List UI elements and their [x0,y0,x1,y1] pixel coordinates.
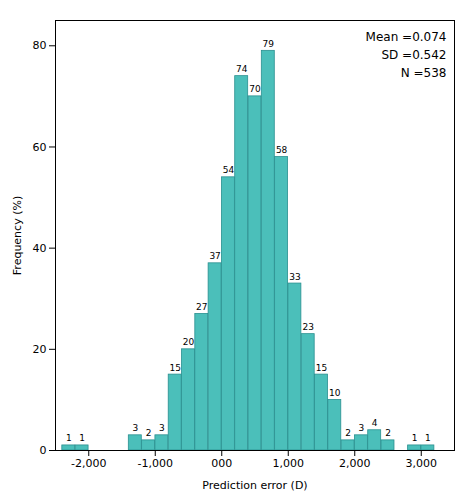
svg-text:40: 40 [33,242,47,255]
svg-text:4: 4 [372,418,378,428]
svg-text:60: 60 [33,140,47,153]
svg-text:27: 27 [196,302,207,312]
svg-text:15: 15 [316,363,327,373]
svg-text:000: 000 [211,457,232,470]
svg-text:3,000: 3,000 [406,457,438,470]
svg-text:Mean =0.074SD =0.542N =538: Mean =0.074SD =0.542N =538 [366,30,447,80]
svg-text:1: 1 [412,433,418,443]
svg-text:20: 20 [183,337,195,347]
svg-text:54: 54 [223,165,235,175]
svg-text:-2,000: -2,000 [71,457,106,470]
svg-text:0: 0 [40,444,47,457]
svg-text:2: 2 [385,428,391,438]
svg-text:80: 80 [33,39,47,52]
svg-text:79: 79 [263,39,275,49]
svg-text:-1,000: -1,000 [138,457,173,470]
svg-text:2: 2 [146,428,152,438]
svg-text:15: 15 [169,363,180,373]
svg-text:Frequency (%): Frequency (%) [11,196,24,275]
svg-text:3: 3 [359,423,365,433]
svg-text:2,000: 2,000 [339,457,371,470]
svg-text:3: 3 [132,423,138,433]
svg-text:Prediction error (D): Prediction error (D) [202,479,307,492]
svg-text:3: 3 [159,423,165,433]
svg-text:23: 23 [302,322,313,332]
svg-text:33: 33 [289,272,300,282]
svg-text:74: 74 [236,64,248,74]
svg-text:20: 20 [33,343,47,356]
svg-text:70: 70 [249,84,261,94]
svg-text:2: 2 [345,428,351,438]
svg-text:1: 1 [425,433,431,443]
svg-text:58: 58 [276,145,288,155]
svg-text:1: 1 [79,433,85,443]
svg-text:10: 10 [329,388,341,398]
svg-text:37: 37 [209,251,220,261]
svg-text:1: 1 [66,433,72,443]
svg-text:1,000: 1,000 [273,457,305,470]
